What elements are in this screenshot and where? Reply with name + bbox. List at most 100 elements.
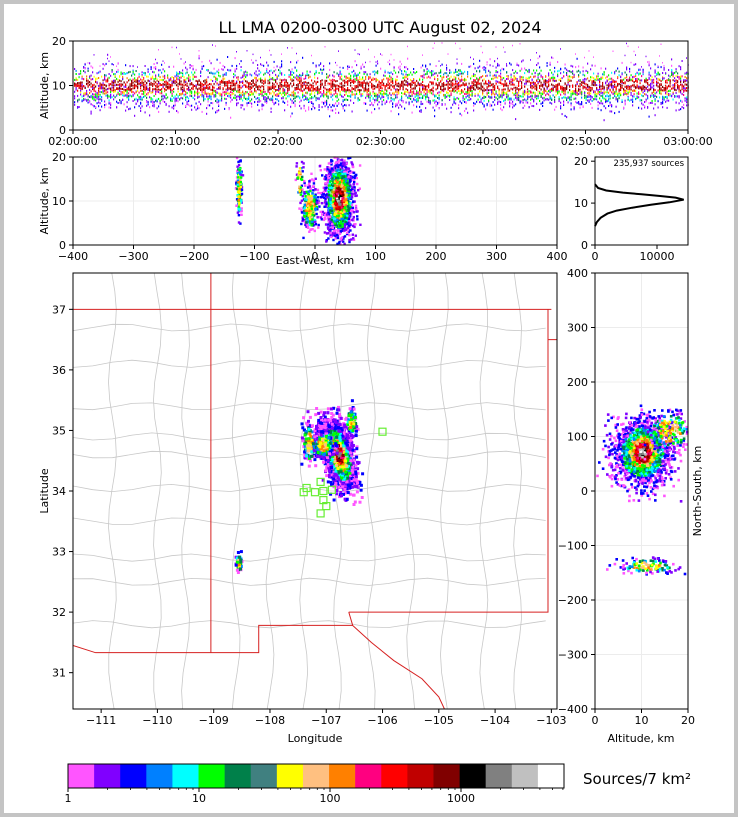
ns-altitude-y-tick-label: 0 [581,485,588,498]
colorbar-tick-label: 1 [65,792,72,805]
ew-altitude-y-ticks: 0 10 20 [52,151,73,252]
ew-altitude-x-tick-label: 0 [312,250,319,263]
colorbar-swatch [120,764,147,788]
ns-altitude-ylabel: North-South, km [691,446,704,537]
ns-altitude-x-tick-label: 0 [592,714,599,727]
ns-altitude-x-tick-label: 20 [681,714,695,727]
plan-view-x-tick-label: −108 [255,714,285,727]
colorbar-swatch [381,764,408,788]
sensor-station-marker [378,427,387,436]
ew-altitude-y-tick-label: 20 [52,151,66,164]
ew-altitude-x-ticks: −400 −300 −200 −100 0 100 200 300 400 [58,245,568,263]
histogram-x-tick-label: 10000 [640,250,675,263]
colorbar-swatch [511,764,539,788]
sensor-station-marker [327,485,336,494]
plan-view-panel: −111 −110 −109 −108 −107 −106 −105 −104 −103 313… [38,272,566,745]
ns-altitude-y-ticks: −400 −300 −200 −100 0 100 200 300 400 [558,267,595,716]
plan-view-y-tick-label: 31 [52,667,66,680]
altitude-histogram-panel: 0 10000 0 10 20 235,937 sources [574,155,689,263]
ns-altitude-y-tick-label: −200 [558,594,588,607]
plan-view-x-tick-label: −106 [367,714,397,727]
colorbar-swatch [302,764,330,788]
lma-sensor-stations [299,427,387,518]
ew-altitude-ylabel: Altitude, km [38,167,51,234]
colorbar-tick-label: 10 [192,792,206,805]
ns-altitude-x-ticks: 0 10 20 [592,709,695,727]
plan-view-y-ticks: 31 32 33 34 35 36 37 [52,303,73,680]
plan-view-y-tick-label: 34 [52,485,66,498]
time-altitude-x-tick-label: 02:30:00 [356,135,405,148]
sensor-station-marker [299,488,308,497]
state-boundaries [73,273,557,709]
colorbar-swatch [94,764,121,788]
plan-view-y-tick-label: 36 [52,364,66,377]
altitude-histogram-line [594,183,684,227]
plan-view-y-tick-label: 33 [52,546,66,559]
ew-altitude-x-tick-label: −300 [118,250,148,263]
histogram-y-tick-label: 0 [581,239,588,252]
sensor-station-marker [319,486,328,496]
ew-altitude-x-tick-label: −200 [179,250,209,263]
plan-view-xlabel: Longitude [288,732,343,745]
plan-view-x-tick-label: −109 [199,714,229,727]
colorbar-swatch [250,764,278,788]
lma-figure: LL LMA 0200-0300 UTC August 02, 2024 02:… [38,18,713,805]
plan-view-y-tick-label: 37 [52,303,66,316]
colorbar: 1 10 100 1000 Sources/7 km² [65,763,691,805]
sensor-station-marker [316,477,325,486]
plan-view-x-tick-label: −107 [311,714,341,727]
colorbar-swatch [68,764,95,788]
time-altitude-x-tick-label: 03:00:00 [663,135,712,148]
histogram-y-tick-label: 10 [574,197,588,210]
ns-altitude-y-tick-label: −400 [558,703,588,716]
ew-altitude-x-tick-label: −400 [58,250,88,263]
colorbar-swatch [485,764,513,788]
ns-altitude-y-tick-label: −100 [558,540,588,553]
ns-altitude-density [594,272,689,710]
sensor-station-marker [302,483,311,493]
ns-altitude-y-tick-label: 300 [567,322,588,335]
ew-altitude-y-tick-label: 10 [52,195,66,208]
plan-view-density [234,399,365,574]
ns-altitude-x-tick-label: 10 [635,714,649,727]
plan-view-x-tick-label: −105 [424,714,454,727]
sensor-station-marker [310,488,320,497]
plan-view-ylabel: Latitude [38,468,51,514]
plan-view-y-tick-label: 32 [52,606,66,619]
ew-altitude-density [72,156,558,246]
colorbar-ticks: 1 10 100 1000 [65,788,564,805]
time-altitude-x-tick-label: 02:50:00 [561,135,610,148]
histogram-x-tick-label: 0 [592,250,599,263]
plan-view-y-tick-label: 35 [52,424,66,437]
colorbar-swatch [172,764,199,788]
ew-altitude-x-tick-label: 100 [365,250,386,263]
ns-altitude-y-tick-label: 400 [567,267,588,280]
chart-title: LL LMA 0200-0300 UTC August 02, 2024 [218,18,541,37]
ew-altitude-xlabel: East-West, km [276,254,354,267]
time-altitude-y-tick-label: 20 [52,35,66,48]
ew-altitude-x-tick-label: 200 [426,250,447,263]
histogram-y-tick-label: 20 [574,155,588,168]
ew-altitude-x-tick-label: −100 [239,250,269,263]
colorbar-tick-label: 100 [320,792,341,805]
colorbar-swatch [198,764,225,788]
colorbar-swatch [355,764,382,788]
ns-altitude-y-tick-label: 100 [567,431,588,444]
time-altitude-y-ticks: 0 10 20 [52,35,73,137]
colorbar-label: Sources/7 km² [583,770,691,788]
sensor-station-marker [322,502,331,511]
sensor-station-marker [316,509,325,518]
plan-view-x-tick-label: −111 [86,714,116,727]
colorbar-swatch [146,764,173,788]
source-count: 235,937 sources [613,159,684,169]
time-altitude-x-tick-label: 02:20:00 [253,135,302,148]
colorbar-swatch [276,764,304,788]
sensor-station-marker [319,496,328,505]
figure-frame: LL LMA 0200-0300 UTC August 02, 2024 02:… [4,4,734,813]
time-altitude-y-tick-label: 0 [59,124,66,137]
time-altitude-ylabel: Altitude, km [38,52,51,119]
colorbar-swatch [537,764,565,788]
colorbar-swatch [459,764,486,788]
histogram-y-ticks: 0 10 20 [574,155,595,252]
plan-view-x-ticks: −111 −110 −109 −108 −107 −106 −105 −104 −103 [86,709,566,727]
